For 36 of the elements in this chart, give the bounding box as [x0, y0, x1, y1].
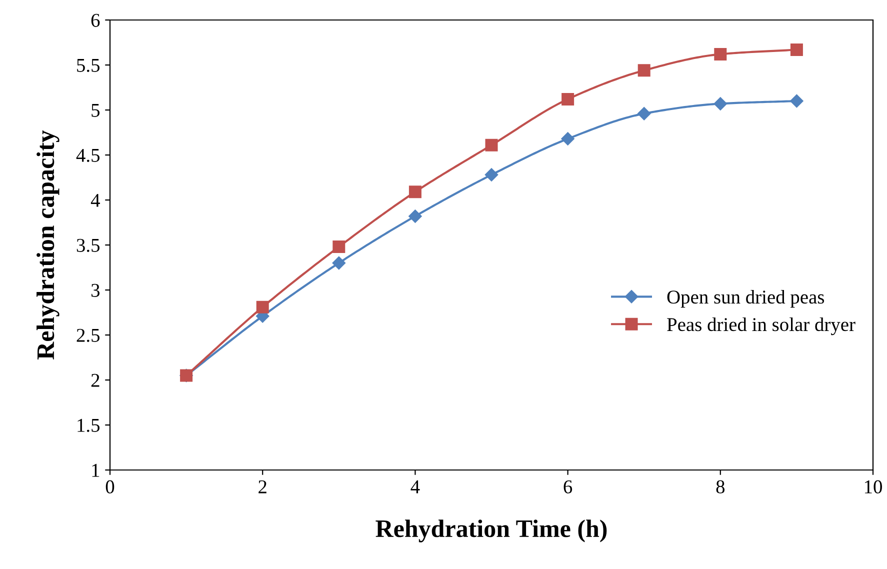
x-tick-label: 6	[564, 480, 572, 494]
y-tick-label: 4.5	[76, 148, 100, 162]
x-tick-label: 4	[410, 480, 420, 494]
legend-label: Peas dried in solar dryer	[667, 317, 856, 336]
point	[332, 240, 346, 254]
y-tick-label: 6	[91, 14, 100, 27]
y-tick-label: 4	[90, 194, 100, 207]
point	[790, 43, 803, 56]
y-tick-label: 5.5	[77, 59, 100, 72]
point	[485, 138, 498, 152]
point	[561, 132, 574, 146]
point	[332, 256, 346, 270]
y-tick-label: 2.5	[76, 328, 100, 342]
point	[638, 64, 650, 77]
y-tick-label: 3.5	[76, 238, 100, 252]
y-tick-label: 1.5	[78, 418, 100, 432]
y-axis-title: Rehydration capacity	[36, 130, 60, 360]
x-tick-label: 8	[716, 480, 725, 494]
x-tick-label: 2	[258, 480, 266, 494]
x-tick-label: 0	[106, 480, 114, 494]
point	[714, 48, 727, 60]
point	[714, 97, 727, 110]
point	[484, 168, 498, 182]
legend-label: Open sun dried peas	[667, 290, 824, 308]
point	[408, 210, 422, 223]
y-tick-label: 5	[92, 104, 100, 117]
x-axis-title: Rehydration Time (h)	[376, 520, 607, 542]
y-tick-label: 3	[91, 284, 100, 297]
y-tick-label: 1	[92, 464, 100, 477]
point	[408, 186, 422, 198]
point	[638, 107, 651, 120]
x-tick-label: 10	[864, 480, 882, 494]
point	[562, 92, 574, 106]
y-tick-label: 2	[91, 374, 100, 387]
point	[790, 94, 804, 108]
point	[256, 300, 269, 314]
